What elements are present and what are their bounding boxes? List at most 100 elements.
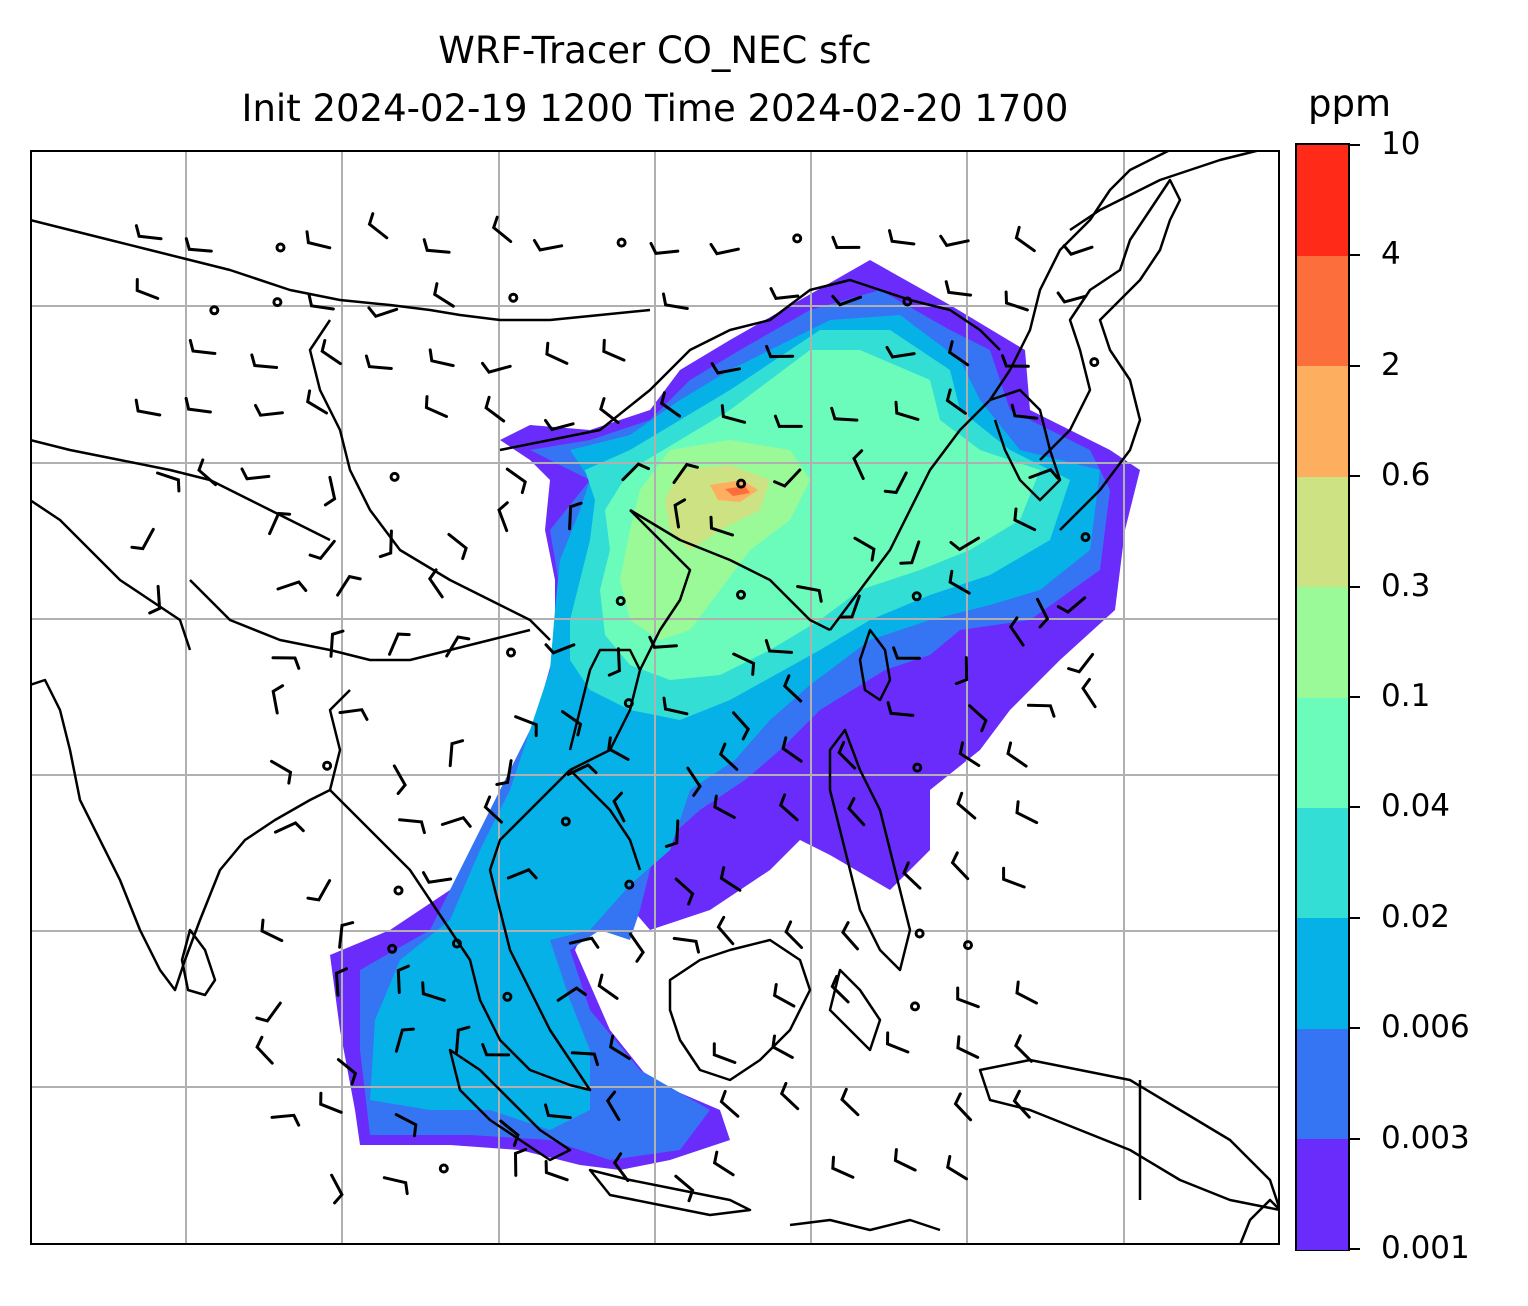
colorbar-segment	[1297, 1028, 1348, 1140]
gridlines	[30, 150, 1280, 1245]
wind-barb	[271, 656, 301, 670]
wind-barb	[336, 1058, 358, 1086]
wind-barb	[1002, 866, 1026, 889]
calm-wind-marker	[389, 471, 400, 482]
wind-barb	[599, 397, 620, 425]
wind-barb	[830, 406, 859, 422]
colorbar-tick-label: 0.001	[1381, 1230, 1470, 1266]
wind-barb	[330, 1173, 344, 1205]
coastlines	[30, 150, 1280, 1245]
wind-barb	[130, 527, 155, 551]
wind-barb	[566, 763, 598, 776]
calm-wind-marker	[911, 591, 922, 602]
map-svg	[30, 150, 1280, 1245]
wind-barb	[1056, 596, 1087, 614]
wind-barb	[674, 1174, 695, 1203]
wind-barb	[1015, 800, 1039, 825]
wind-barb	[422, 871, 453, 884]
wind-barb	[1012, 1089, 1031, 1119]
wind-barb	[764, 639, 793, 654]
wind-barb	[772, 983, 796, 1008]
border-pakistan	[30, 498, 192, 651]
wind-barb	[495, 759, 513, 786]
colorbar-tick	[1350, 144, 1360, 146]
wind-barb	[673, 498, 687, 529]
coast-korea	[989, 388, 1062, 502]
wind-barb	[382, 1176, 409, 1196]
wind-barb	[135, 278, 160, 300]
wind-barbs	[130, 212, 1100, 1205]
wind-barb	[847, 797, 866, 827]
wind-barb	[319, 1091, 343, 1114]
wind-barb	[719, 1089, 740, 1118]
wind-barb	[831, 1155, 855, 1179]
calm-wind-marker	[1080, 532, 1091, 543]
wind-barb	[556, 986, 587, 1002]
colorbar-segment	[1297, 255, 1348, 367]
wind-barb	[958, 741, 981, 767]
calm-wind-marker	[506, 647, 516, 658]
calm-wind-marker	[912, 762, 923, 773]
colorbar-tick	[1350, 696, 1360, 698]
colorbar-tick-label: 0.006	[1381, 1009, 1470, 1046]
coast-indochina	[568, 648, 642, 772]
wind-barb	[561, 710, 583, 737]
wind-barb	[664, 819, 680, 848]
wind-barb	[329, 629, 345, 658]
wind-barb	[306, 389, 328, 415]
wind-barb	[270, 1113, 301, 1127]
wind-barb	[883, 471, 908, 495]
wind-barb	[367, 212, 389, 240]
coast-lesser-sunda	[789, 1218, 941, 1232]
wind-barb	[853, 536, 876, 562]
wind-barb	[718, 742, 739, 771]
calm-wind-marker	[393, 885, 404, 896]
wind-barb	[831, 294, 863, 307]
wind-barb	[1014, 225, 1036, 253]
wind-barb	[336, 574, 362, 597]
wind-barb	[629, 932, 645, 963]
wind-barb	[686, 766, 702, 797]
border-himalaya	[189, 579, 531, 662]
wind-barb	[455, 1025, 471, 1054]
tracer-plume	[330, 260, 1140, 1170]
wind-barb	[719, 866, 742, 892]
colorbar-segment	[1297, 365, 1348, 477]
calm-wind-marker	[963, 940, 973, 951]
wind-barb	[307, 293, 335, 311]
wind-barb	[894, 400, 920, 421]
wind-barb	[713, 794, 736, 819]
wind-barb	[544, 1160, 569, 1182]
wind-barb	[612, 1152, 630, 1183]
wind-barb	[796, 585, 823, 603]
wind-barb	[674, 877, 695, 906]
wind-barb	[659, 391, 682, 418]
border-china-west	[308, 319, 551, 641]
title-line-2: Init 2024-02-19 1200 Time 2024-02-20 170…	[241, 87, 1069, 130]
wind-barb	[939, 234, 970, 248]
wind-barb	[946, 1155, 968, 1181]
wind-barb	[481, 361, 512, 374]
wind-barb	[769, 287, 800, 301]
wind-barb	[662, 292, 689, 310]
colorbar-segment	[1297, 917, 1348, 1029]
wind-barb	[1081, 677, 1097, 709]
coast-borneo	[668, 938, 812, 1082]
wind-barb	[255, 1001, 282, 1023]
wind-barb	[484, 395, 506, 423]
wind-barb	[447, 532, 468, 561]
wind-barb	[944, 280, 973, 297]
calm-wind-marker	[910, 1001, 920, 1012]
wind-barb	[956, 986, 980, 1009]
wind-barb	[1008, 616, 1025, 647]
wind-barb	[672, 936, 700, 954]
wind-barb	[250, 353, 279, 369]
coast-philippines	[828, 728, 912, 972]
calm-wind-marker	[616, 237, 627, 248]
wind-barb	[367, 306, 399, 319]
colorbar-tick-label: 0.3	[1381, 567, 1431, 604]
wind-barb	[184, 237, 213, 253]
wind-barb	[602, 338, 626, 362]
wind-barb	[837, 740, 857, 770]
wind-barb	[378, 529, 393, 559]
